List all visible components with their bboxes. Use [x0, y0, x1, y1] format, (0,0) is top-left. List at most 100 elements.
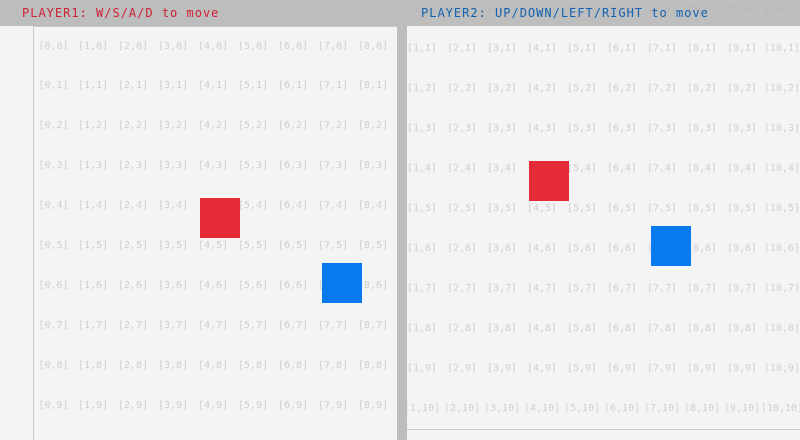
grid-cell[interactable]: [1,8]: [73, 346, 114, 387]
grid-cell[interactable]: [9,7]: [722, 269, 763, 310]
grid-cell[interactable]: [5,9]: [562, 349, 603, 390]
grid-cell[interactable]: [10,10]: [761, 389, 800, 430]
grid-cell[interactable]: [4,1]: [193, 66, 234, 107]
grid-cell[interactable]: [9,10]: [722, 389, 763, 430]
grid-cell[interactable]: [1,3]: [73, 146, 114, 187]
grid-cell[interactable]: [3,5]: [482, 189, 523, 230]
grid-cell[interactable]: [3,1]: [482, 29, 523, 70]
grid-cell[interactable]: [6,7]: [602, 269, 643, 310]
grid-cell[interactable]: [5,0]: [233, 26, 274, 67]
grid-cell[interactable]: [4,1]: [522, 29, 563, 70]
grid-cell[interactable]: [10,9]: [762, 349, 800, 390]
grid-cell[interactable]: [8,7]: [682, 269, 723, 310]
grid-cell[interactable]: [5,1]: [233, 66, 274, 107]
grid-cell[interactable]: [5,7]: [562, 269, 603, 310]
grid-cell[interactable]: [2,3]: [113, 146, 154, 187]
grid-cell[interactable]: [2,9]: [113, 386, 154, 427]
grid-cell[interactable]: [6,4]: [273, 186, 314, 227]
grid-cell[interactable]: [5,1]: [562, 29, 603, 70]
grid-cell[interactable]: [7,4]: [642, 149, 683, 190]
grid-cell[interactable]: [2,8]: [113, 346, 154, 387]
grid-cell[interactable]: [7,10]: [642, 389, 683, 430]
grid-cell[interactable]: [9,10]: [393, 426, 397, 440]
grid-cell[interactable]: [9,2]: [722, 69, 763, 110]
player2-viewport-panel[interactable]: [0,0][0,1][0,2][0,3][0,4][0,5][0,6][0,7]…: [407, 0, 800, 440]
grid-cell[interactable]: [7,1]: [642, 29, 683, 70]
grid-cell[interactable]: [8,9]: [682, 349, 723, 390]
grid-cell[interactable]: [5,10]: [562, 389, 603, 430]
grid-cell[interactable]: [5,2]: [233, 106, 274, 147]
grid-cell[interactable]: [4,3]: [193, 146, 234, 187]
grid-cell[interactable]: [3,9]: [482, 349, 523, 390]
grid-cell[interactable]: [4,6]: [522, 229, 563, 270]
grid-cell[interactable]: [3,2]: [153, 106, 194, 147]
grid-cell[interactable]: [5,9]: [233, 386, 274, 427]
grid-cell[interactable]: [6,5]: [273, 226, 314, 267]
grid-cell[interactable]: [1,5]: [407, 189, 443, 230]
grid-cell[interactable]: [9,3]: [722, 109, 763, 150]
grid-cell[interactable]: [0,7]: [33, 306, 74, 347]
grid-cell[interactable]: [5,6]: [233, 266, 274, 307]
grid-cell[interactable]: [0,10]: [33, 426, 74, 440]
grid-cell[interactable]: [10,1]: [762, 29, 800, 70]
grid-cell[interactable]: [1,8]: [407, 309, 443, 350]
grid-cell[interactable]: [4,7]: [522, 269, 563, 310]
grid-cell[interactable]: [9,9]: [722, 349, 763, 390]
grid-cell[interactable]: [1,2]: [73, 106, 114, 147]
grid-cell[interactable]: [7,8]: [313, 346, 354, 387]
grid-cell[interactable]: [2,0]: [113, 26, 154, 67]
grid-cell[interactable]: [1,6]: [73, 266, 114, 307]
grid-cell[interactable]: [5,3]: [562, 109, 603, 150]
grid-cell[interactable]: [10,3]: [762, 109, 800, 150]
grid-cell[interactable]: [6,1]: [273, 66, 314, 107]
grid-cell[interactable]: [10,2]: [762, 69, 800, 110]
grid-cell[interactable]: [1,1]: [407, 29, 443, 70]
grid-cell[interactable]: [0,3]: [33, 146, 74, 187]
grid-cell[interactable]: [7,8]: [642, 309, 683, 350]
grid-cell[interactable]: [4,9]: [522, 349, 563, 390]
grid-cell[interactable]: [8,8]: [353, 346, 394, 387]
grid-cell[interactable]: [5,8]: [233, 346, 274, 387]
grid-cell[interactable]: [6,2]: [273, 106, 314, 147]
grid-cell[interactable]: [1,0]: [73, 26, 114, 67]
grid-cell[interactable]: [5,3]: [233, 146, 274, 187]
grid-cell[interactable]: [0,4]: [33, 186, 74, 227]
grid-cell[interactable]: [4,8]: [193, 346, 234, 387]
grid-cell[interactable]: [2,7]: [442, 269, 483, 310]
grid-cell[interactable]: [6,3]: [602, 109, 643, 150]
grid-cell[interactable]: [0,0]: [33, 26, 74, 67]
grid-cell[interactable]: [9,8]: [722, 309, 763, 350]
player2-token[interactable]: [651, 226, 691, 266]
grid-cell[interactable]: [7,9]: [313, 386, 354, 427]
grid-cell[interactable]: [6,8]: [273, 346, 314, 387]
grid-cell[interactable]: [7,3]: [313, 146, 354, 187]
grid-cell[interactable]: [1,2]: [407, 69, 443, 110]
grid-cell[interactable]: [3,8]: [482, 309, 523, 350]
grid-cell[interactable]: [5,7]: [233, 306, 274, 347]
grid-cell[interactable]: [8,10]: [682, 389, 723, 430]
grid-cell[interactable]: [5,8]: [562, 309, 603, 350]
grid-cell[interactable]: [5,6]: [562, 229, 603, 270]
grid-cell[interactable]: [5,2]: [562, 69, 603, 110]
grid-cell[interactable]: [1,4]: [407, 149, 443, 190]
grid-cell[interactable]: [4,7]: [193, 306, 234, 347]
grid-cell[interactable]: [8,10]: [353, 426, 394, 440]
grid-cell[interactable]: [7,10]: [313, 426, 354, 440]
grid-cell[interactable]: [2,2]: [442, 69, 483, 110]
grid-cell[interactable]: [3,7]: [482, 269, 523, 310]
grid-cell[interactable]: [1,7]: [73, 306, 114, 347]
grid-cell[interactable]: [3,5]: [153, 226, 194, 267]
grid-cell[interactable]: [4,2]: [193, 106, 234, 147]
grid-cell[interactable]: [8,8]: [682, 309, 723, 350]
grid-cell[interactable]: [6,4]: [602, 149, 643, 190]
grid-cell[interactable]: [1,5]: [73, 226, 114, 267]
grid-cell[interactable]: [8,1]: [353, 66, 394, 107]
grid-cell[interactable]: [9,6]: [722, 229, 763, 270]
grid-cell[interactable]: [2,10]: [442, 389, 483, 430]
grid-cell[interactable]: [8,1]: [682, 29, 723, 70]
grid-cell[interactable]: [2,5]: [113, 226, 154, 267]
grid-cell[interactable]: [3,3]: [482, 109, 523, 150]
grid-cell[interactable]: [7,7]: [313, 306, 354, 347]
grid-cell[interactable]: [10,4]: [762, 149, 800, 190]
grid-cell[interactable]: [6,8]: [602, 309, 643, 350]
